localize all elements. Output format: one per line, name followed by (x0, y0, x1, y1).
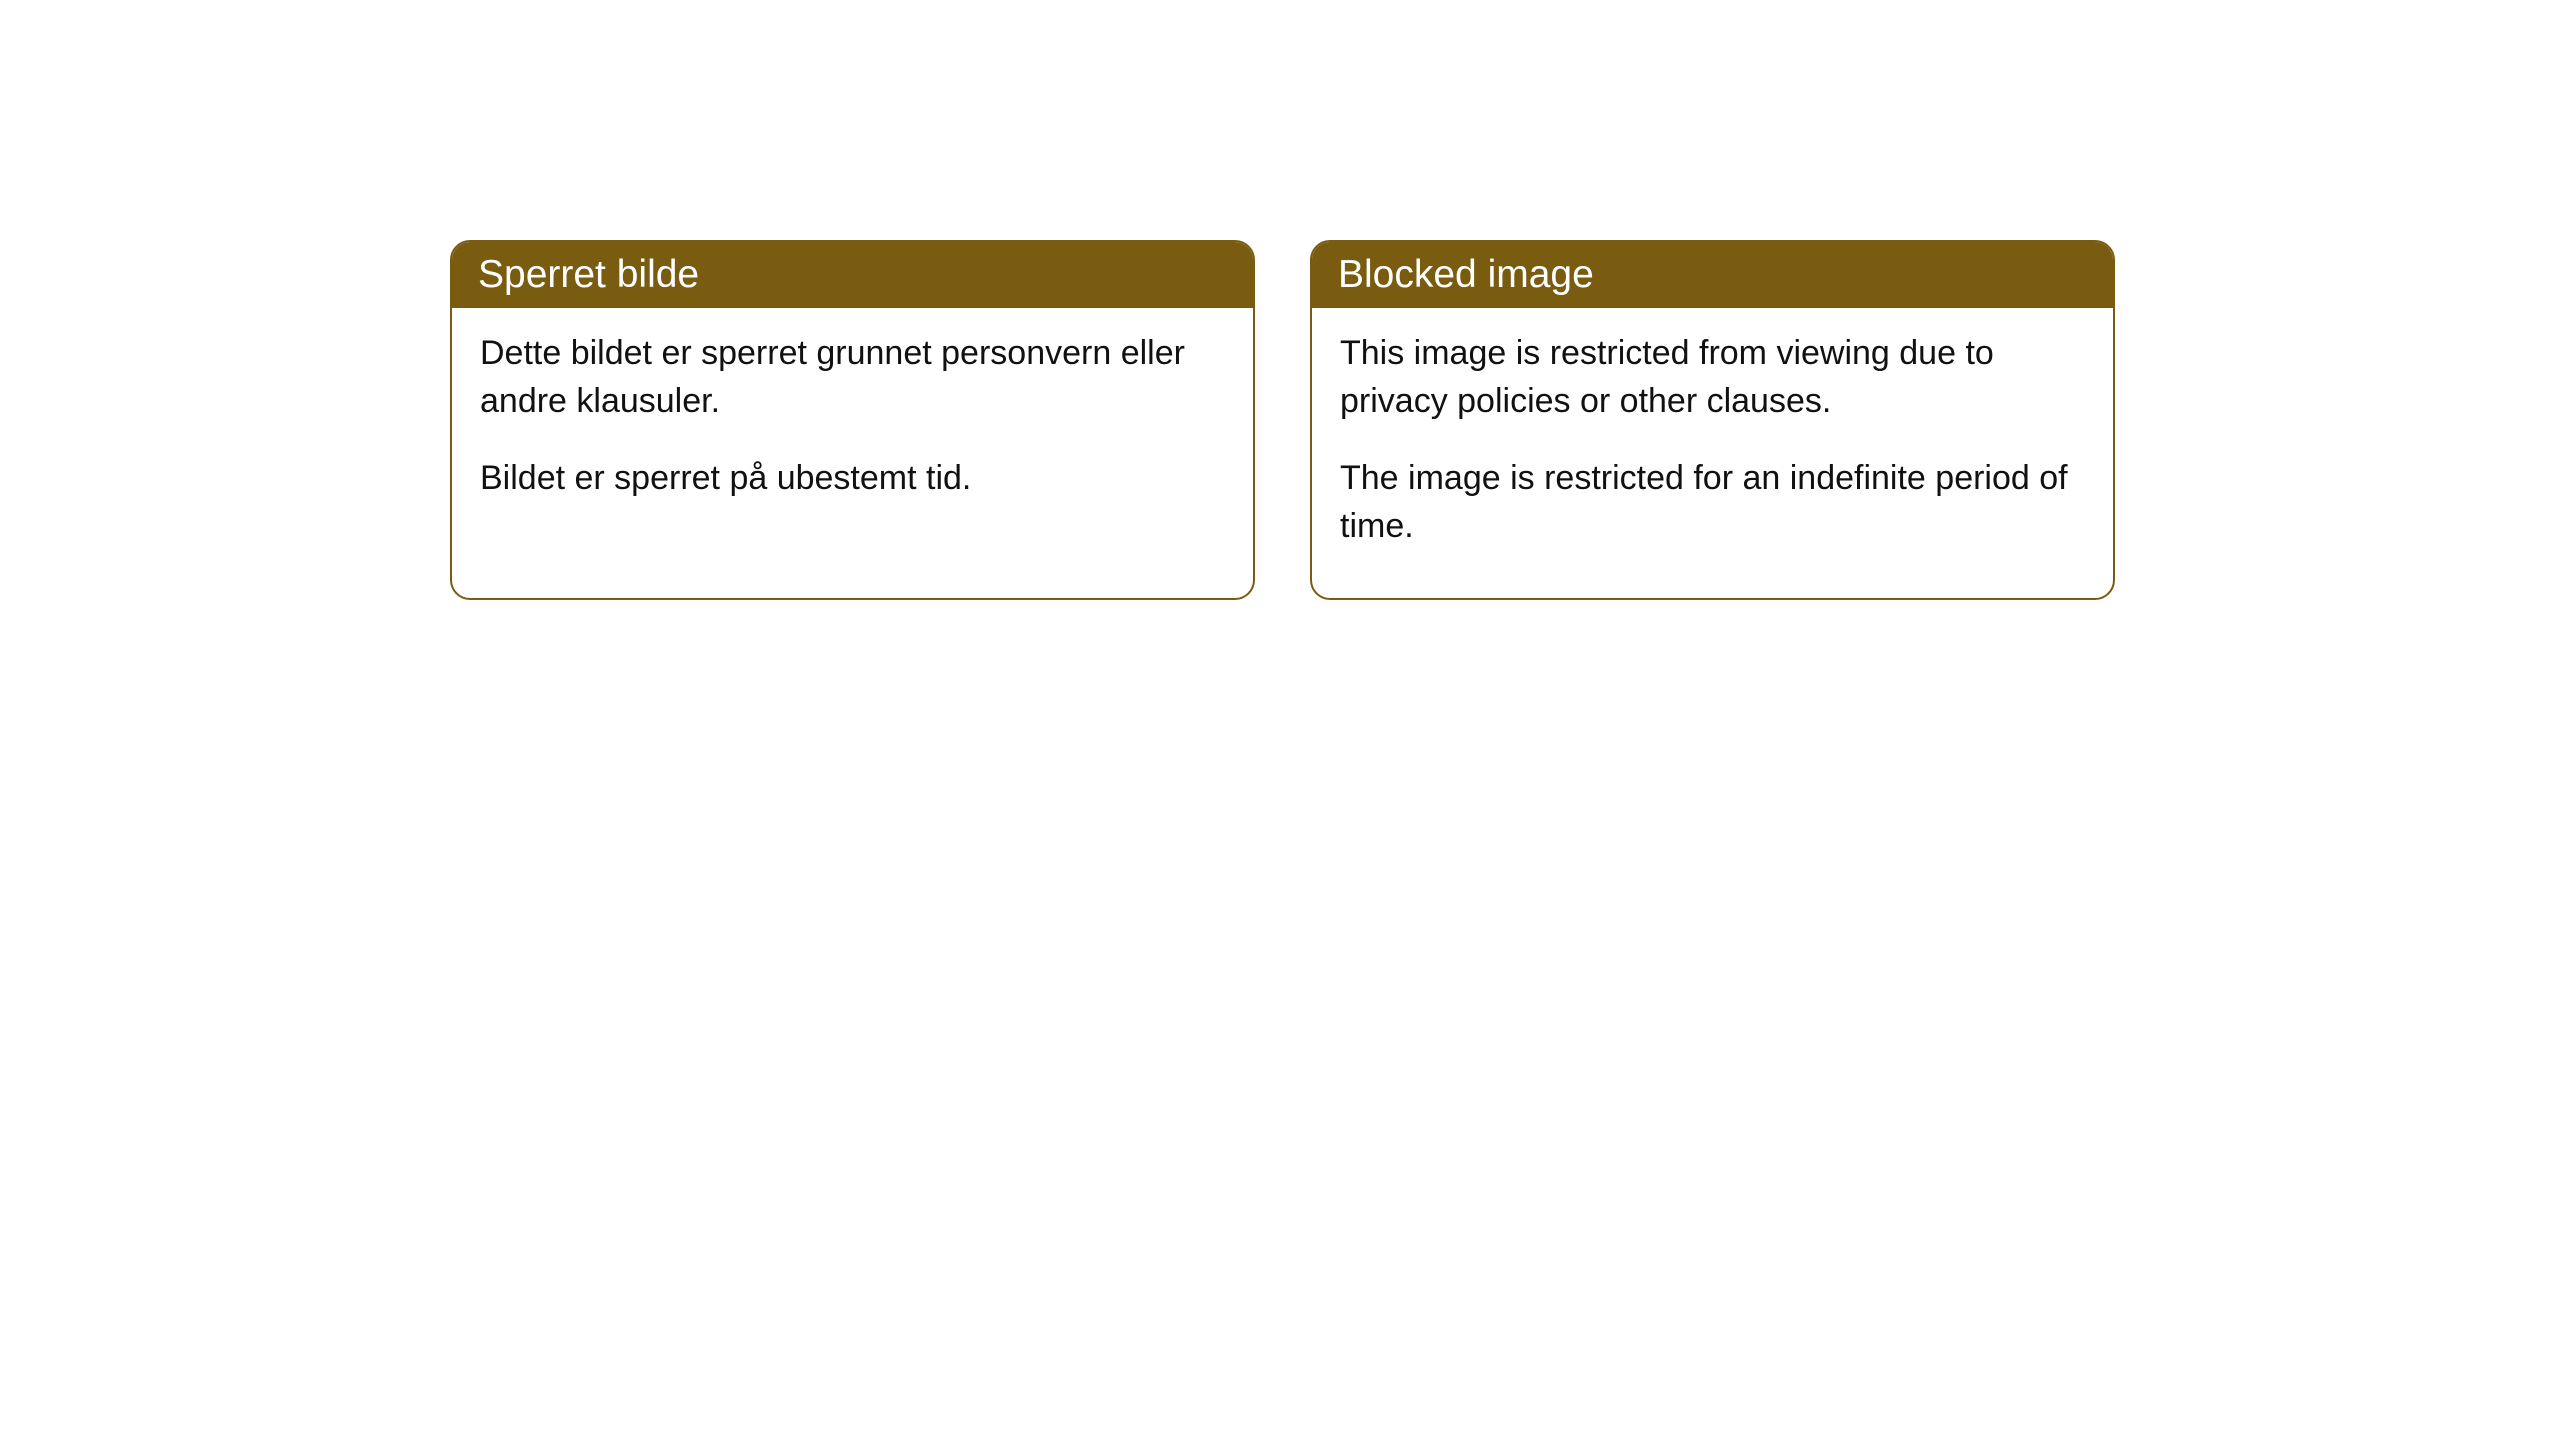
notice-cards-container: Sperret bilde Dette bildet er sperret gr… (450, 240, 2115, 600)
card-title: Sperret bilde (478, 253, 699, 296)
card-body: Dette bildet er sperret grunnet personve… (452, 308, 1253, 551)
card-header: Blocked image (1312, 242, 2113, 308)
card-paragraph: This image is restricted from viewing du… (1340, 330, 2085, 425)
card-paragraph: Dette bildet er sperret grunnet personve… (480, 330, 1225, 425)
card-paragraph: The image is restricted for an indefinit… (1340, 455, 2085, 550)
notice-card-english: Blocked image This image is restricted f… (1310, 240, 2115, 600)
notice-card-norwegian: Sperret bilde Dette bildet er sperret gr… (450, 240, 1255, 600)
card-paragraph: Bildet er sperret på ubestemt tid. (480, 455, 1225, 503)
card-body: This image is restricted from viewing du… (1312, 308, 2113, 598)
card-title: Blocked image (1338, 253, 1594, 296)
card-header: Sperret bilde (452, 242, 1253, 308)
